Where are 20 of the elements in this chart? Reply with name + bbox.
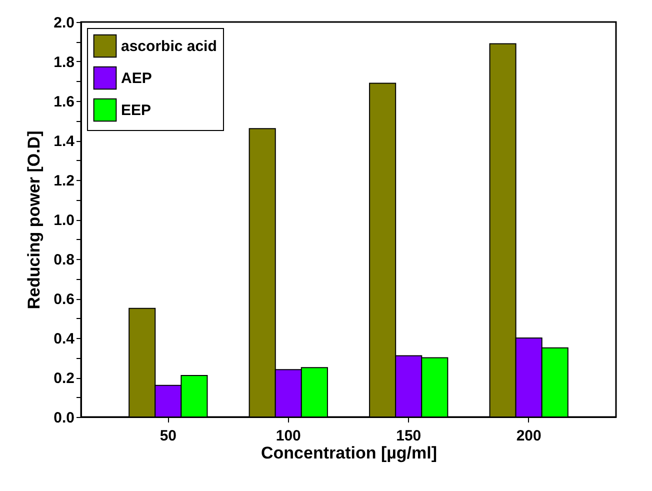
x-axis-title: Concentration [µg/ml] bbox=[260, 444, 438, 462]
x-tick-label: 50 bbox=[160, 428, 177, 444]
y-tick-label: 2.0 bbox=[54, 14, 74, 32]
y-tick-label: 1.0 bbox=[54, 212, 74, 229]
y-axis-title: Reducing power [O.D] bbox=[24, 130, 44, 310]
y-tick-label: 0.6 bbox=[54, 291, 74, 308]
x-tick-label: 100 bbox=[276, 428, 301, 444]
x-tick-label: 200 bbox=[516, 428, 542, 444]
legend-label: ascorbic acid bbox=[121, 38, 217, 55]
y-tick-label: 0.2 bbox=[54, 370, 74, 387]
x-tick-label: 150 bbox=[396, 428, 422, 444]
y-tick-label: 0.0 bbox=[54, 410, 74, 426]
legend-label: AEP bbox=[121, 70, 152, 87]
y-tick-label: 1.6 bbox=[54, 94, 74, 110]
y-tick-label: 0.8 bbox=[54, 252, 74, 268]
y-tick-label: 1.4 bbox=[54, 133, 76, 150]
y-tick-label: 0.4 bbox=[54, 330, 76, 348]
y-tick-label: 1.8 bbox=[54, 54, 74, 71]
legend-label: EEP bbox=[121, 102, 152, 119]
y-tick-label: 1.2 bbox=[54, 172, 74, 190]
